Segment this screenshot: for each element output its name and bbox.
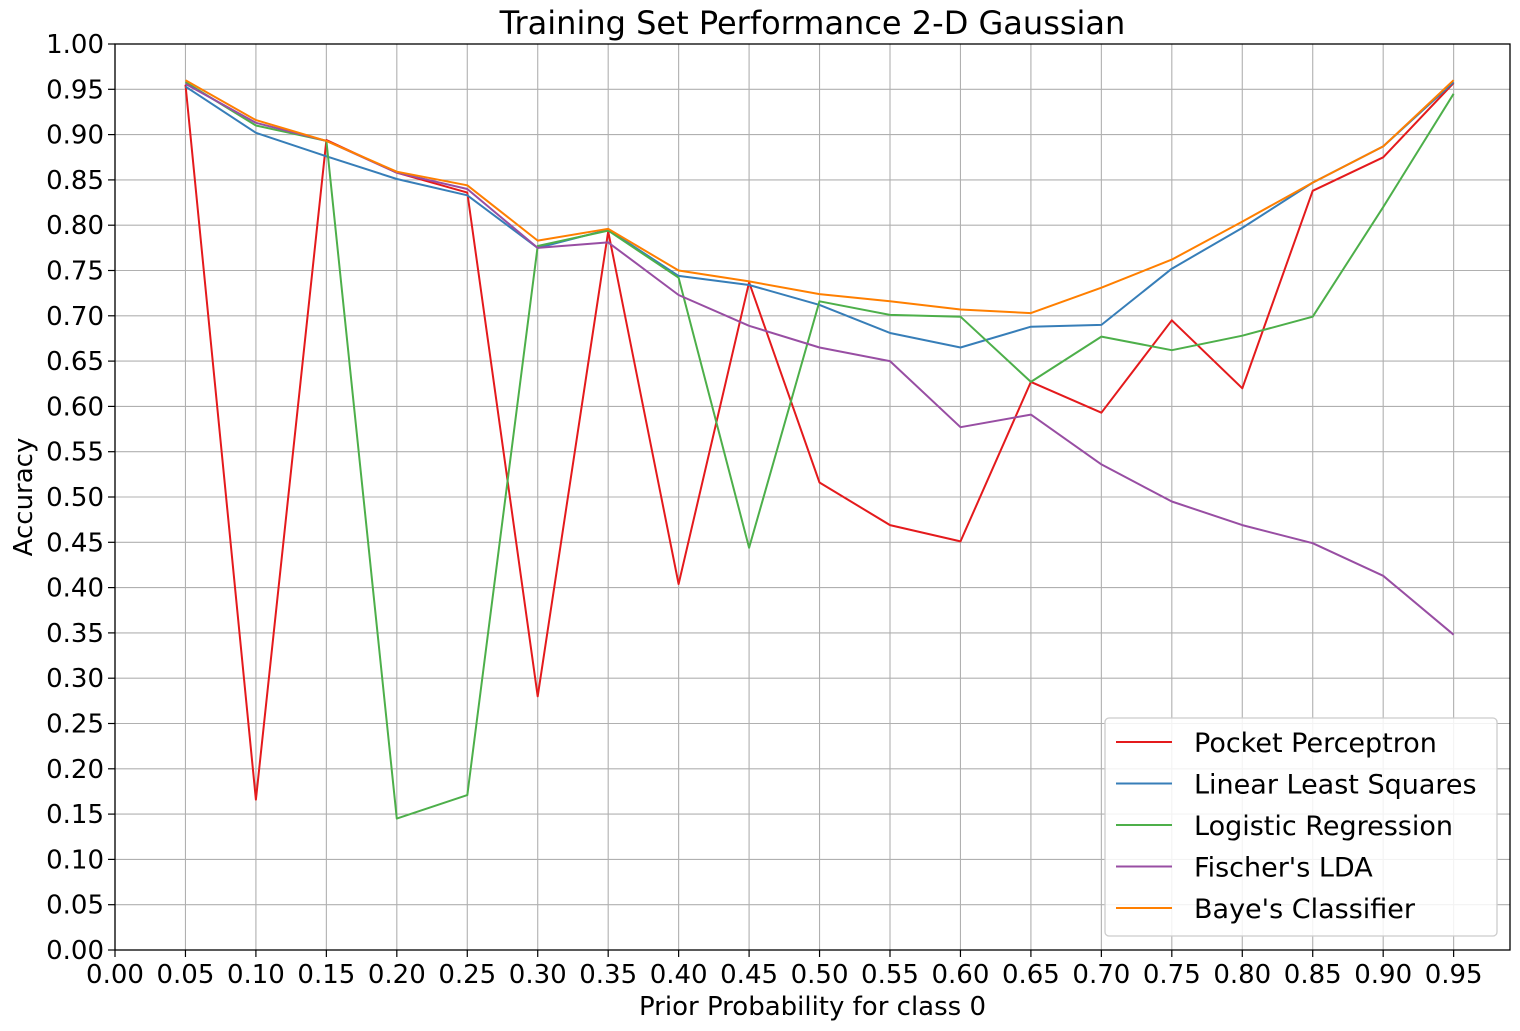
y-axis-ticks: 0.00 0.05 0.10 0.15 0.20 0.25 0.30 0.35 0.40 0.45… [46, 30, 115, 966]
y-tick-label: 0.25 [46, 710, 104, 740]
y-tick-label: 0.40 [46, 574, 104, 604]
x-tick-label: 0.70 [1072, 960, 1130, 990]
x-tick-label: 0.95 [1425, 960, 1483, 990]
x-tick-label: 0.90 [1354, 960, 1412, 990]
y-tick-label: 0.55 [46, 438, 104, 468]
x-tick-label: 0.25 [438, 960, 496, 990]
y-tick-label: 0.00 [46, 936, 104, 966]
x-tick-label: 0.85 [1284, 960, 1342, 990]
y-tick-label: 0.85 [46, 166, 104, 196]
chart-title: Training Set Performance 2-D Gaussian [499, 4, 1126, 42]
x-axis-label: Prior Probability for class 0 [639, 992, 986, 1022]
x-tick-label: 0.15 [297, 960, 355, 990]
y-tick-label: 0.30 [46, 664, 104, 694]
y-tick-label: 0.75 [46, 257, 104, 287]
y-tick-label: 1.00 [46, 30, 104, 60]
x-tick-label: 0.40 [650, 960, 708, 990]
x-tick-label: 0.75 [1143, 960, 1201, 990]
x-tick-label: 0.00 [86, 960, 144, 990]
y-tick-label: 0.65 [46, 347, 104, 377]
legend-label: Logistic Regression [1194, 811, 1453, 842]
y-tick-label: 0.35 [46, 619, 104, 649]
x-tick-label: 0.60 [932, 960, 990, 990]
y-tick-label: 0.90 [46, 121, 104, 151]
legend: Pocket Perceptron Linear Least Squares Log… [1104, 717, 1498, 937]
y-tick-label: 0.05 [46, 891, 104, 921]
legend-label: Fischer's LDA [1194, 853, 1373, 884]
y-tick-label: 0.20 [46, 755, 104, 785]
legend-label: Baye's Classifier [1194, 894, 1416, 925]
x-tick-label: 0.45 [720, 960, 778, 990]
plot-lines [184, 79, 1455, 820]
y-tick-label: 0.60 [46, 392, 104, 422]
y-tick-label: 0.95 [46, 75, 104, 105]
legend-label: Linear Least Squares [1194, 770, 1477, 801]
y-tick-label: 0.15 [46, 800, 104, 830]
legend-label: Pocket Perceptron [1194, 728, 1437, 759]
legend-box [1104, 717, 1498, 937]
x-tick-label: 0.05 [157, 960, 215, 990]
x-tick-label: 0.65 [1002, 960, 1060, 990]
x-tick-label: 0.50 [791, 960, 849, 990]
x-tick-label: 0.20 [368, 960, 426, 990]
x-tick-label: 0.30 [509, 960, 567, 990]
series-line-baye-s-classifier [185, 79, 1455, 315]
series-line-logistic-regression [184, 81, 1455, 820]
y-tick-label: 0.80 [46, 211, 104, 241]
y-tick-label: 0.10 [46, 845, 104, 875]
x-tick-label: 0.10 [227, 960, 285, 990]
x-tick-label: 0.55 [861, 960, 919, 990]
x-tick-label: 0.80 [1213, 960, 1271, 990]
x-tick-label: 0.35 [579, 960, 637, 990]
y-tick-label: 0.45 [46, 528, 104, 558]
y-tick-label: 0.70 [46, 302, 104, 332]
y-axis-label: Accuracy [9, 438, 39, 557]
x-axis-ticks: 0.00 0.05 0.10 0.15 0.20 0.25 0.30 0.35 0.40 0.45… [86, 950, 1483, 990]
y-tick-label: 0.50 [46, 483, 104, 513]
